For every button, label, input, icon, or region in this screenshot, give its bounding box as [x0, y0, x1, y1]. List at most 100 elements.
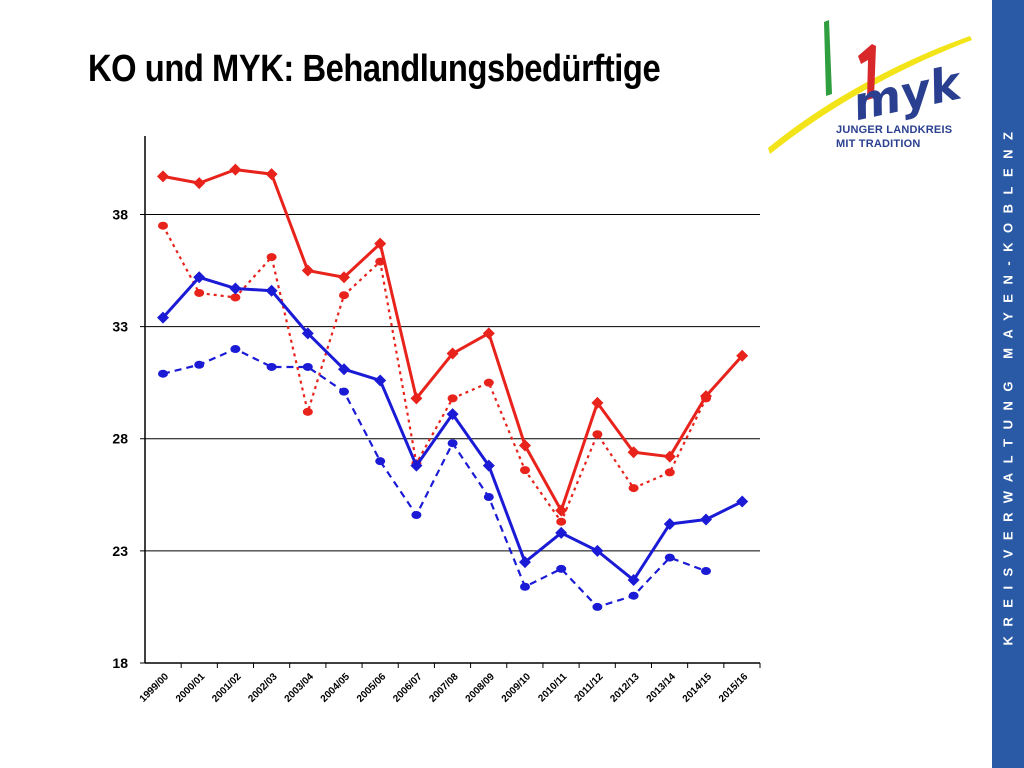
data-point — [482, 327, 495, 340]
data-point — [339, 291, 349, 300]
series-4 — [158, 345, 711, 611]
logo-red-one — [858, 44, 876, 100]
logo-green-stroke — [824, 20, 832, 96]
data-point — [700, 513, 712, 526]
data-point — [229, 282, 242, 295]
data-point — [447, 439, 458, 448]
x-tick-label: 1999/00 — [138, 671, 172, 705]
y-tick-label: 33 — [112, 319, 128, 335]
x-tick-label: 2002/03 — [246, 671, 280, 705]
y-tick-labels: 18 23 28 33 38 — [112, 206, 128, 671]
data-point — [158, 369, 168, 378]
data-point — [157, 170, 169, 183]
data-point — [265, 168, 278, 181]
x-tick-label: 2013/14 — [645, 671, 679, 705]
logo-swoosh — [768, 36, 972, 154]
x-tick-label: 2014/15 — [681, 671, 715, 705]
data-point — [446, 347, 459, 360]
data-point — [482, 459, 495, 472]
data-point — [519, 439, 531, 452]
data-point — [230, 345, 241, 354]
x-tick-label: 2011/12 — [573, 671, 606, 704]
series-line — [162, 168, 744, 513]
data-point — [266, 362, 277, 371]
data-point — [230, 293, 241, 302]
gridlines — [140, 213, 760, 664]
data-point — [519, 556, 531, 569]
data-point — [628, 591, 639, 600]
x-tick-label: 2006/07 — [391, 671, 425, 705]
data-point — [627, 574, 640, 587]
data-point — [520, 582, 530, 591]
data-point — [339, 387, 349, 396]
series-group — [157, 163, 749, 611]
y-tick-label: 28 — [112, 431, 128, 447]
data-point — [193, 177, 206, 190]
data-point — [556, 517, 567, 526]
data-point — [591, 544, 604, 557]
side-band — [992, 0, 1024, 768]
data-point — [591, 396, 604, 409]
x-tick-labels: 1999/00 2000/01 2001/02 2002/03 2003/04 2004/… — [138, 663, 761, 705]
series-line — [162, 225, 707, 523]
plot-frame — [144, 136, 760, 664]
series-line — [162, 347, 707, 609]
data-point — [663, 450, 676, 463]
y-tick-label: 38 — [112, 206, 128, 222]
data-point — [374, 374, 387, 387]
data-point — [701, 567, 711, 576]
series-3 — [157, 271, 749, 587]
y-tick-label: 18 — [112, 655, 128, 671]
data-point — [663, 517, 676, 530]
logo-line-1: JUNGER LANDKREIS — [836, 124, 953, 136]
data-point — [628, 484, 639, 493]
data-point — [265, 284, 278, 297]
data-point — [664, 553, 675, 562]
logo: myk — [768, 20, 972, 154]
data-point — [193, 271, 206, 284]
series-line — [161, 275, 743, 582]
data-point — [302, 362, 313, 371]
data-point — [592, 430, 603, 439]
data-point — [375, 457, 386, 466]
x-tick-label: 2012/13 — [608, 671, 642, 705]
x-tick-label: 2009/10 — [500, 671, 534, 705]
data-point — [266, 253, 277, 262]
logo-line-2: MIT TRADITION — [836, 138, 921, 150]
x-tick-label: 2001/02 — [210, 671, 244, 705]
data-point — [736, 349, 749, 362]
x-tick-label: 2007/08 — [427, 671, 461, 705]
data-point — [374, 237, 387, 250]
page-title: KO und MYK: Behandlungsbedürftige — [88, 48, 661, 90]
x-tick-label: 2000/01 — [174, 671, 208, 705]
x-tick-label: 2005/06 — [355, 671, 389, 705]
data-point — [483, 493, 494, 502]
x-tick-label: 2015/16 — [717, 671, 751, 705]
data-point — [194, 360, 205, 369]
data-point — [627, 446, 640, 459]
data-point — [483, 378, 494, 387]
data-point — [446, 408, 459, 421]
data-point — [410, 459, 423, 472]
data-point — [701, 394, 711, 403]
data-point — [301, 327, 314, 340]
side-band-text: KREISVERWALTUNG MAYEN-KOBLENZ — [1000, 122, 1016, 646]
data-point — [302, 407, 313, 416]
data-point — [520, 466, 530, 475]
data-point — [736, 495, 749, 508]
data-point — [229, 163, 242, 176]
data-point — [555, 504, 568, 517]
data-point — [410, 392, 423, 405]
data-point — [158, 221, 168, 230]
data-point — [556, 564, 567, 573]
series-1 — [157, 163, 749, 517]
x-tick-label: 2004/05 — [319, 671, 353, 705]
data-point — [411, 510, 422, 519]
data-point — [338, 271, 350, 284]
x-tick-label: 2008/09 — [464, 671, 498, 705]
x-tick-label: 2010/11 — [536, 671, 569, 704]
data-point — [592, 602, 603, 611]
data-point — [194, 288, 205, 297]
x-tick-label: 2003/04 — [283, 671, 317, 705]
